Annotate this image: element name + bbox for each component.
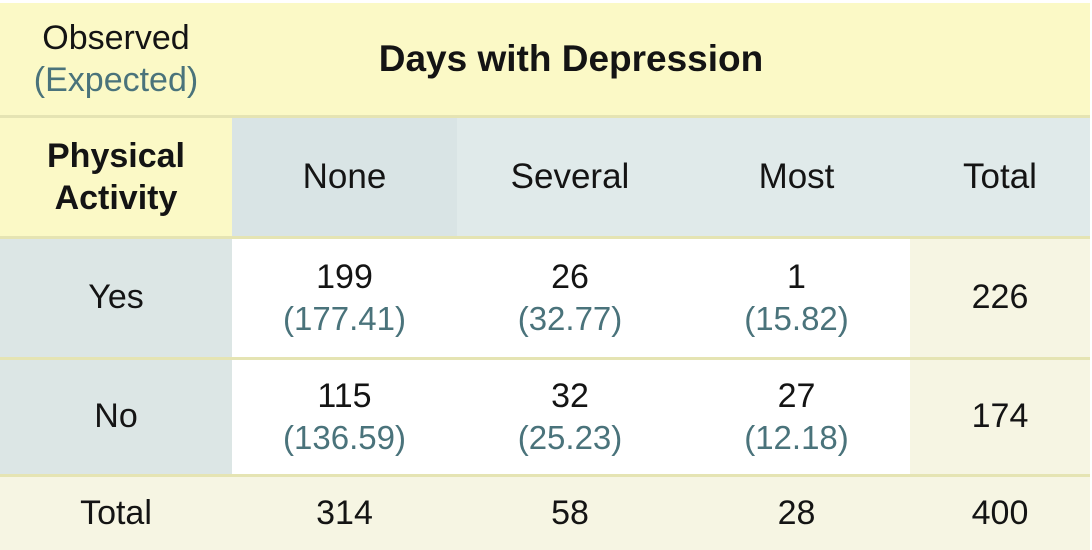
row-total-no: 174	[910, 356, 1090, 475]
observed-value: 199	[316, 257, 373, 296]
col-total-most: 28	[683, 473, 910, 550]
col-header-none: None	[232, 114, 457, 237]
cell-no-most: 27 (12.18)	[683, 356, 910, 475]
table-row-yes: Yes 199 (177.41) 26 (32.77) 1 (15.82) 22…	[0, 235, 1090, 358]
col-total-none: 314	[232, 473, 457, 550]
cell-yes-several: 26 (32.77)	[457, 235, 683, 358]
cell-no-several: 32 (25.23)	[457, 356, 683, 475]
col-header-most: Most	[683, 114, 910, 237]
group-header-spacer-cell	[910, 3, 1090, 116]
row-variable-line2: Activity	[54, 178, 178, 217]
row-total-yes: 226	[910, 235, 1090, 358]
grand-total: 400	[910, 473, 1090, 550]
row-variable-line1: Physical	[47, 136, 185, 175]
cell-yes-most: 1 (15.82)	[683, 235, 910, 358]
expected-value: (15.82)	[744, 299, 849, 337]
row-label-no: No	[0, 356, 232, 475]
expected-label: (Expected)	[33, 60, 199, 99]
totals-row-label: Total	[0, 473, 232, 550]
expected-value: (12.18)	[744, 418, 849, 456]
table-row-no: No 115 (136.59) 32 (25.23) 27 (12.18) 17…	[0, 356, 1090, 475]
observed-value: 27	[777, 376, 816, 415]
expected-value: (177.41)	[283, 299, 406, 337]
observed-value: 115	[317, 376, 372, 415]
observed-value: 32	[551, 376, 589, 415]
group-header-cell: Days with Depression	[232, 3, 910, 116]
totals-row: Total 314 58 28 400	[0, 473, 1090, 550]
expected-value: (136.59)	[283, 418, 406, 456]
cell-no-none: 115 (136.59)	[232, 356, 457, 475]
row-variable-cell: Physical Activity	[0, 114, 232, 237]
row-label-yes: Yes	[0, 235, 232, 358]
observed-label: Observed	[42, 18, 190, 57]
expected-value: (32.77)	[517, 299, 623, 337]
expected-value: (25.23)	[517, 418, 623, 456]
group-header-row: Observed (Expected) Days with Depression	[0, 3, 1090, 116]
contingency-table: Observed (Expected) Days with Depression…	[0, 3, 1090, 550]
column-header-row: Physical Activity None Several Most Tota…	[0, 114, 1090, 237]
col-header-total: Total	[910, 114, 1090, 237]
corner-legend-cell: Observed (Expected)	[0, 3, 232, 116]
observed-value: 26	[551, 257, 589, 296]
observed-value: 1	[787, 257, 806, 296]
col-header-several: Several	[457, 114, 683, 237]
col-total-several: 58	[457, 473, 683, 550]
cell-yes-none: 199 (177.41)	[232, 235, 457, 358]
